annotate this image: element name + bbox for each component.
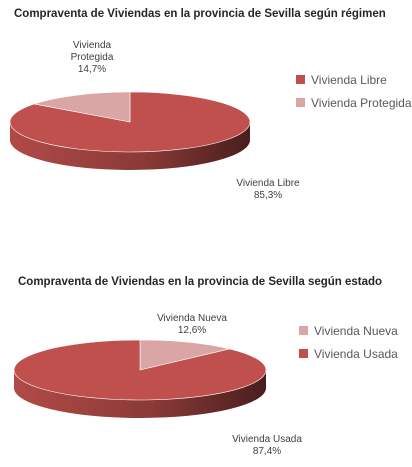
- legend-swatch: [299, 349, 308, 358]
- legend-swatch: [299, 326, 308, 335]
- legend-label: Vivienda Libre: [311, 72, 387, 87]
- chart-legend: Vivienda Nueva Vivienda Usada: [299, 319, 398, 365]
- slice-label: Vivienda Nueva 12,6%: [157, 313, 227, 336]
- pie-chart-regimen: Compraventa de Viviendas en la provincia…: [0, 0, 412, 230]
- legend-swatch: [296, 98, 305, 107]
- legend-label: Vivienda Nueva: [314, 323, 398, 338]
- pie-plot: Vivienda Libre 85,3% Vivienda Protegida 14,7…: [9, 40, 300, 201]
- slice-label: Vivienda Usada 87,4%: [232, 434, 302, 457]
- legend-item-vivienda-libre: Vivienda Libre: [296, 68, 412, 91]
- slice-label: Vivienda Protegida 14,7%: [71, 40, 114, 75]
- chart-title: Compraventa de Viviendas en la provincia…: [18, 276, 383, 288]
- chart-title: Compraventa de Viviendas en la provincia…: [14, 8, 386, 20]
- pie-chart-estado: Compraventa de Viviendas en la provincia…: [0, 270, 412, 467]
- legend-label: Vivienda Protegida: [311, 95, 412, 110]
- legend-item-vivienda-nueva: Vivienda Nueva: [299, 319, 398, 342]
- chart-legend: Vivienda Libre Vivienda Protegida: [296, 68, 412, 114]
- pie-slice: [13, 339, 267, 401]
- legend-item-vivienda-usada: Vivienda Usada: [299, 342, 398, 365]
- pie-slice: [139, 339, 230, 371]
- legend-item-vivienda-protegida: Vivienda Protegida: [296, 91, 412, 114]
- pie-slice-side: [14, 370, 266, 418]
- legend-label: Vivienda Usada: [314, 346, 398, 361]
- pie-plot: Vivienda Nueva 12,6% Vivienda Usada 87,4%: [13, 313, 302, 457]
- pie-slice-side: [10, 122, 250, 170]
- pie-slice: [33, 91, 131, 123]
- legend-swatch: [296, 75, 305, 84]
- slice-label: Vivienda Libre 85,3%: [236, 178, 300, 201]
